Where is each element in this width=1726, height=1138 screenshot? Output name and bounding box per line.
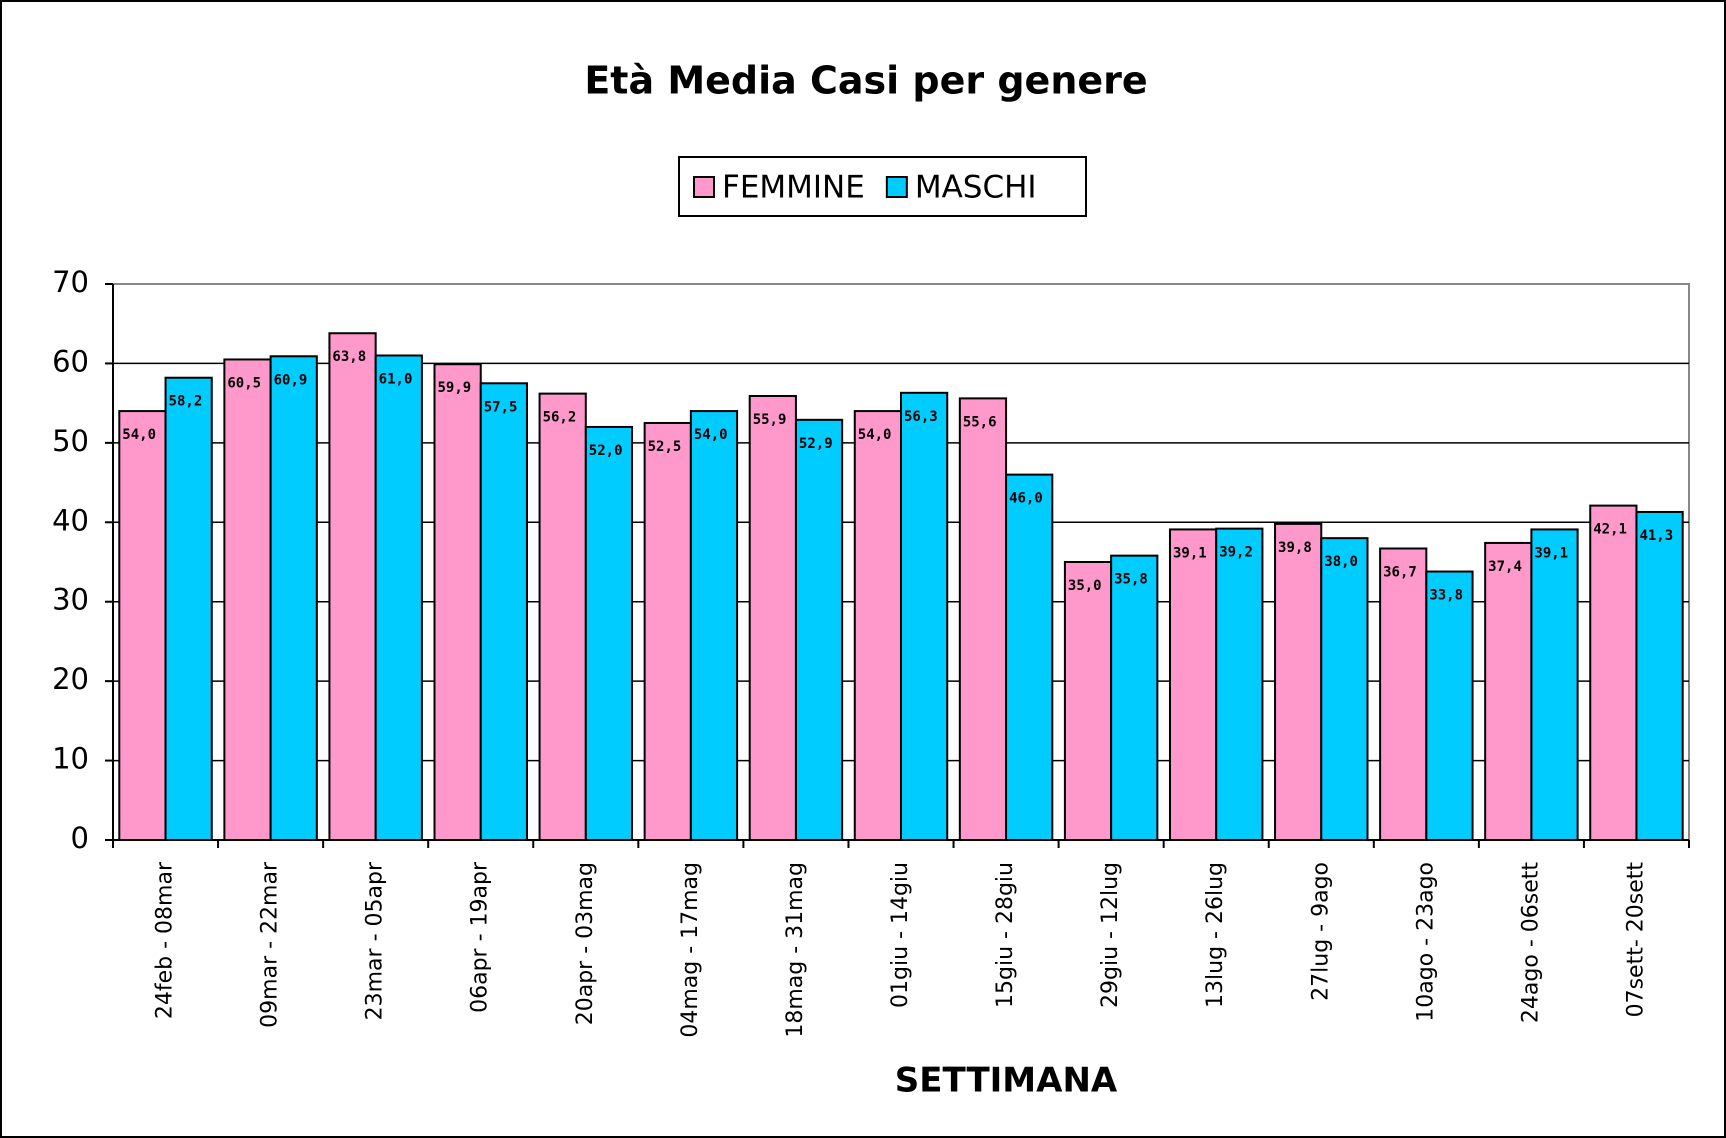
x-tick-label: 06apr - 19apr	[468, 861, 493, 1013]
bar	[1168, 528, 1218, 841]
value-label: 39,1	[1534, 545, 1568, 561]
value-label: 37,4	[1488, 559, 1522, 575]
x-tick-label: 24feb - 08mar	[153, 861, 178, 1019]
value-label: 57,5	[484, 399, 518, 415]
x-tick-label: 18mag - 31mag	[783, 862, 808, 1038]
value-label: 42,1	[1593, 522, 1627, 538]
legend-label: FEMMINE	[722, 170, 865, 206]
x-tick-label: 23mar - 05apr	[363, 861, 388, 1020]
x-tick-label: 07sett- 20sett	[1623, 862, 1648, 1018]
y-tick-label: 20	[52, 662, 89, 696]
x-tick-label: 27lug - 9ago	[1308, 862, 1333, 1001]
bar	[1484, 541, 1533, 841]
bar	[223, 358, 272, 841]
bar	[538, 392, 587, 841]
bar	[164, 376, 213, 841]
value-label: 33,8	[1429, 588, 1463, 604]
bar	[748, 394, 797, 841]
bar	[1274, 522, 1323, 841]
bar	[584, 425, 634, 841]
value-label: 41,3	[1639, 528, 1673, 544]
y-tick-label: 70	[52, 265, 89, 299]
value-label: 35,8	[1114, 572, 1148, 588]
y-tick-label: 50	[52, 424, 89, 458]
x-tick-label: 13lug - 26lug	[1203, 862, 1228, 1008]
bar	[1320, 537, 1369, 842]
x-tick-label: 20apr - 03mag	[573, 862, 598, 1025]
bar	[958, 397, 1008, 841]
value-label: 58,2	[169, 394, 203, 410]
bar	[1530, 528, 1579, 841]
x-tick-label: 04mag - 17mag	[678, 862, 703, 1038]
value-label: 63,8	[332, 349, 366, 365]
value-label: 59,9	[438, 380, 472, 396]
bar	[1635, 510, 1684, 841]
value-label: 35,0	[1068, 578, 1102, 594]
x-tick-label: 01giu - 14giu	[888, 862, 913, 1008]
legend-swatch	[885, 176, 908, 198]
value-label: 52,9	[799, 436, 833, 452]
y-tick-label: 40	[52, 503, 89, 537]
value-label: 39,8	[1278, 540, 1312, 556]
bar	[643, 422, 692, 841]
x-tick-label: 10ago - 23ago	[1413, 862, 1438, 1022]
value-label: 60,9	[274, 372, 308, 388]
bar	[900, 391, 949, 841]
value-label: 55,6	[963, 414, 997, 430]
legend-swatch	[693, 176, 715, 198]
y-tick-label: 0	[71, 821, 89, 855]
bar	[689, 410, 739, 841]
value-label: 39,1	[1173, 545, 1207, 561]
bar	[1005, 473, 1054, 841]
value-label: 54,0	[858, 427, 892, 443]
bar	[1425, 570, 1474, 841]
value-label: 38,0	[1324, 554, 1358, 570]
legend	[678, 156, 1087, 217]
x-tick-label: 15giu - 28giu	[993, 862, 1018, 1008]
bar	[374, 354, 423, 841]
bar	[433, 363, 482, 841]
value-label: 39,2	[1219, 545, 1253, 561]
value-label: 56,3	[904, 409, 938, 425]
bar	[1063, 561, 1113, 841]
value-label: 56,2	[543, 410, 577, 426]
value-label: 52,5	[648, 439, 682, 455]
y-tick-label: 30	[52, 583, 89, 617]
value-label: 54,0	[694, 427, 728, 443]
bar	[1379, 547, 1428, 841]
value-label: 60,5	[227, 375, 261, 391]
value-label: 54,0	[122, 427, 156, 443]
bar	[479, 382, 528, 841]
legend-label: MASCHI	[915, 170, 1037, 206]
value-label: 52,0	[589, 443, 623, 459]
bar	[328, 332, 377, 841]
value-label: 46,0	[1009, 491, 1043, 507]
bar	[269, 355, 318, 841]
x-tick-label: 29giu - 12lug	[1098, 862, 1123, 1008]
value-label: 55,9	[753, 412, 787, 428]
bar	[794, 418, 844, 841]
bar	[1215, 527, 1264, 841]
bar	[1110, 554, 1159, 841]
x-tick-label: 24ago - 06sett	[1518, 862, 1543, 1023]
bar	[853, 410, 903, 841]
value-label: 36,7	[1383, 564, 1417, 580]
x-axis-title: SETTIMANA	[895, 1061, 1118, 1101]
value-label: 61,0	[379, 371, 413, 387]
chart-title: Età Media Casi per genere	[584, 59, 1147, 103]
bar	[118, 410, 167, 841]
y-tick-label: 60	[52, 344, 89, 378]
y-tick-label: 10	[52, 742, 89, 776]
x-tick-label: 09mar - 22mar	[258, 861, 283, 1028]
bar	[1589, 504, 1638, 841]
